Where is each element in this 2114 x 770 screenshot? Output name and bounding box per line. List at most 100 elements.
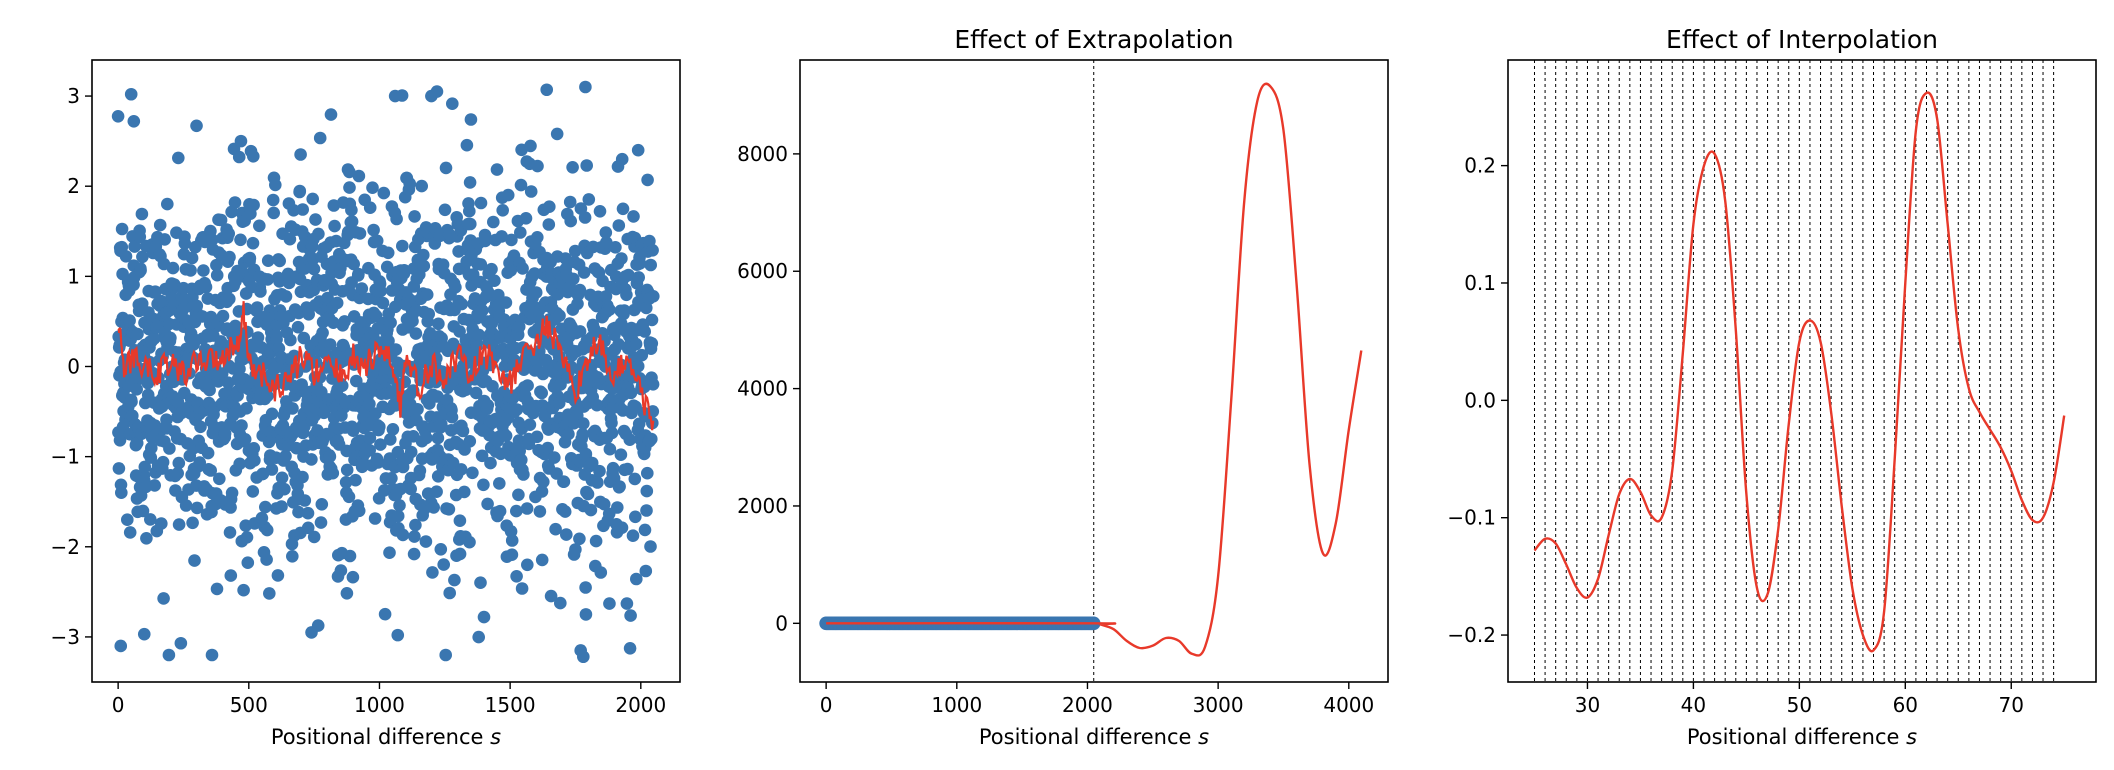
scatter-point <box>581 487 595 501</box>
scatter-point <box>370 234 384 248</box>
scatter-point <box>352 267 365 281</box>
scatter-point <box>516 262 529 275</box>
scatter-point <box>437 558 451 571</box>
scatter-point <box>573 325 587 338</box>
scatter-point <box>391 509 405 523</box>
scatter-point <box>521 379 534 392</box>
scatter-point <box>593 464 606 478</box>
scatter-point <box>235 419 248 432</box>
scatter-point <box>330 296 344 310</box>
scatter-point <box>623 433 637 447</box>
scatter-point <box>190 119 203 133</box>
scatter-point <box>367 223 380 237</box>
scatter-point <box>149 285 162 299</box>
scatter-point <box>505 233 518 247</box>
scatter-point <box>407 547 421 561</box>
scatter-point <box>269 178 282 192</box>
scatter-point <box>430 485 443 499</box>
scatter-point <box>315 498 329 511</box>
scatter-point <box>639 564 653 578</box>
scatter-point <box>261 389 274 403</box>
scatter-point <box>593 205 607 218</box>
scatter-point <box>144 451 158 464</box>
scatter-point <box>366 181 379 194</box>
scatter-point <box>284 333 297 347</box>
scatter-point <box>554 596 567 610</box>
scatter-point <box>178 237 192 250</box>
scatter-point <box>460 138 474 152</box>
scatter-point <box>229 275 242 288</box>
scatter-point <box>529 286 543 299</box>
scatter-point <box>411 403 424 416</box>
scatter-point <box>293 184 307 198</box>
scatter-point <box>377 186 391 200</box>
scatter-point <box>615 152 629 166</box>
y-tick-label: −3 <box>51 625 80 649</box>
scatter-point <box>606 461 620 475</box>
scatter-point <box>121 513 134 526</box>
scatter-point <box>623 642 637 655</box>
scatter-point <box>234 134 248 148</box>
scatter-point <box>578 211 592 224</box>
scatter-point <box>338 315 351 328</box>
scatter-point <box>384 316 397 330</box>
scatter-point <box>363 431 377 445</box>
axes-frame <box>91 59 681 683</box>
scatter-point <box>218 427 232 440</box>
scatter-point <box>599 290 613 303</box>
scatter-point <box>157 592 170 605</box>
scatter-point <box>339 476 353 489</box>
scatter-point <box>164 331 177 345</box>
scatter-point <box>134 264 147 277</box>
scatter-point <box>449 281 462 294</box>
scatter-point <box>409 518 422 532</box>
scatter-point <box>131 327 144 341</box>
scatter-point <box>484 456 497 470</box>
x-tick-label: 1000 <box>931 693 982 717</box>
scatter-point <box>567 272 580 286</box>
scatter-point <box>396 528 410 542</box>
scatter-point <box>431 431 445 445</box>
x-tick-label: 3000 <box>1193 693 1244 717</box>
scatter-point <box>599 226 613 239</box>
scatter-point <box>205 648 219 662</box>
scatter-point <box>445 410 459 424</box>
scatter-point <box>385 472 398 485</box>
scatter-point <box>275 500 288 513</box>
scatter-point <box>316 326 329 340</box>
scatter-point <box>568 244 582 258</box>
scatter-point <box>287 349 301 363</box>
scatter-point <box>446 97 459 110</box>
scatter-point <box>523 418 537 432</box>
scatter-point <box>138 460 152 474</box>
scatter-point <box>186 516 199 530</box>
scatter-point <box>309 213 322 226</box>
scatter-point <box>388 89 402 103</box>
scatter-point <box>466 466 479 480</box>
scatter-point <box>247 150 260 163</box>
scatter-point <box>346 570 360 584</box>
x-tick-label: 1000 <box>354 693 405 717</box>
scatter-point <box>261 273 275 286</box>
scatter-point <box>352 504 366 518</box>
scatter-point <box>382 334 395 348</box>
scatter-point <box>396 239 409 253</box>
x-tick-label: 2000 <box>615 693 666 717</box>
scatter-point <box>635 348 649 362</box>
scatter-point <box>312 227 325 241</box>
scatter-point <box>201 446 215 460</box>
scatter-point <box>163 442 176 455</box>
y-tick-label: 2 <box>67 174 80 198</box>
scatter-point <box>514 226 527 239</box>
scatter-point <box>374 438 387 451</box>
scatter-point <box>512 434 526 447</box>
scatter-point <box>176 303 189 317</box>
scatter-point <box>190 501 204 515</box>
scatter-point <box>136 504 150 518</box>
scatter-point <box>453 514 467 527</box>
scatter-point <box>463 204 476 218</box>
scatter-point <box>571 297 584 311</box>
scatter-point <box>438 203 452 217</box>
scatter-point <box>234 233 247 247</box>
scatter-point <box>145 441 158 455</box>
